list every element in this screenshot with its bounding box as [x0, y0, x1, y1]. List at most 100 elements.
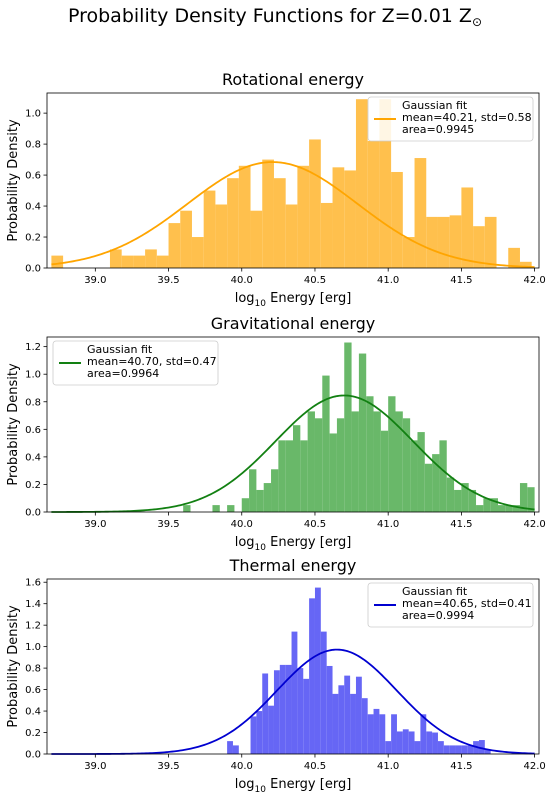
- histogram-bar: [505, 505, 513, 512]
- histogram-bar: [336, 418, 345, 512]
- y-tick-label: 0.6: [25, 685, 41, 696]
- histogram-bar: [156, 255, 169, 268]
- histogram-bar: [227, 178, 239, 268]
- panel-title: Gravitational energy: [211, 314, 376, 333]
- x-tick-label: 41.5: [450, 275, 472, 286]
- histogram-bar: [388, 396, 396, 512]
- histogram-bar: [484, 749, 491, 754]
- x-tick-label: 42.0: [523, 275, 545, 286]
- histogram-bar: [250, 210, 263, 268]
- y-tick-label: 0.2: [25, 728, 41, 739]
- gaussian-fit-line: [51, 161, 535, 268]
- histogram-bar: [355, 676, 362, 754]
- histogram-bar: [314, 418, 323, 512]
- legend-box: [367, 582, 534, 628]
- histogram-bar: [432, 732, 438, 754]
- histogram-bar: [358, 353, 367, 512]
- x-tick-label: 40.5: [304, 519, 326, 530]
- x-tick-label: 42.0: [523, 761, 545, 772]
- legend-box: [367, 96, 534, 142]
- y-axis-label: Probability Density: [6, 119, 21, 242]
- panel-title: Thermal energy: [229, 556, 357, 575]
- y-tick-label: 0.6: [25, 171, 41, 182]
- histogram-bar: [271, 469, 279, 512]
- x-tick-label: 41.5: [450, 761, 472, 772]
- histogram-bar: [414, 158, 427, 268]
- histogram-bar: [51, 255, 64, 268]
- histogram-bar: [449, 745, 456, 754]
- legend-text-line2: area=0.9994: [402, 609, 474, 622]
- y-tick-label: 0.6: [25, 425, 41, 436]
- y-tick-label: 0.8: [25, 140, 41, 151]
- legend-text-line2: area=0.9945: [402, 123, 474, 136]
- histogram-bar: [379, 714, 386, 754]
- histogram-bar: [168, 223, 181, 268]
- histogram-bar: [297, 668, 304, 754]
- legend-text-line1: mean=40.21, std=0.58: [402, 111, 532, 124]
- histogram-bar: [300, 440, 308, 512]
- x-axis-label: log10 Energy [erg]: [235, 291, 352, 309]
- histogram-bar: [273, 670, 280, 754]
- chart-panel-2: Gravitational energy 39.0 39.5 40.0 40.5 41.0…: [6, 314, 546, 553]
- histogram-bar: [385, 741, 392, 754]
- x-tick-label: 39.5: [157, 275, 179, 286]
- y-tick-label: 1.2: [25, 621, 41, 632]
- histogram-bar: [355, 99, 368, 268]
- y-tick-label: 1.2: [25, 342, 41, 353]
- histogram-bar: [109, 249, 122, 268]
- histogram-bar: [391, 714, 397, 754]
- histogram-bar: [461, 745, 468, 754]
- histogram-bar: [256, 711, 263, 754]
- histogram-bar: [373, 411, 381, 512]
- histogram-bar: [519, 261, 532, 268]
- x-tick-label: 39.0: [84, 519, 106, 530]
- y-tick-label: 0.0: [25, 508, 41, 519]
- histogram-bar: [212, 505, 220, 512]
- histogram-bar: [467, 745, 474, 754]
- x-tick-label: 41.0: [377, 519, 399, 530]
- histogram-bar: [285, 204, 298, 268]
- histogram-bar: [461, 483, 469, 512]
- histogram-bar: [410, 440, 418, 512]
- histogram-bar: [519, 483, 528, 512]
- x-tick-label: 39.0: [84, 275, 106, 286]
- y-tick-label: 0.2: [25, 480, 41, 491]
- histogram-bars: [227, 587, 491, 754]
- legend-text-title: Gaussian fit: [402, 99, 468, 112]
- histogram-bar: [314, 587, 321, 754]
- x-tick-label: 39.5: [157, 519, 179, 530]
- histogram-bar: [238, 165, 251, 268]
- y-tick-label: 0.4: [25, 452, 41, 463]
- histogram-bar: [414, 741, 421, 754]
- histogram-bar: [303, 678, 310, 754]
- histogram-bar: [468, 489, 477, 512]
- y-tick-label: 0.0: [25, 750, 41, 761]
- histogram-bar: [191, 237, 204, 268]
- histogram-bar: [273, 178, 286, 268]
- legend-text-line2: area=0.9964: [87, 367, 159, 380]
- histogram-bar: [320, 202, 333, 268]
- chart-panel-1: Rotational energy 39.0 39.5 40.0 40.5 41.0 41.…: [6, 70, 546, 309]
- histogram-bar: [476, 505, 484, 512]
- histogram-bar: [461, 187, 474, 268]
- histogram-bar: [408, 731, 415, 754]
- histogram-bar: [180, 210, 192, 268]
- histogram-bar: [263, 483, 272, 512]
- figure-suptitle: Probability Density Functions for Z=0.01…: [68, 5, 482, 29]
- y-tick-label: 0.4: [25, 202, 41, 213]
- axes-frame: [46, 92, 540, 269]
- histogram-bar: [420, 714, 427, 754]
- x-tick-label: 39.5: [157, 761, 179, 772]
- histogram-bar: [332, 693, 339, 754]
- x-axis-label: log10 Energy [erg]: [235, 777, 352, 795]
- histogram-bar: [351, 411, 359, 512]
- y-tick-label: 1.6: [25, 578, 41, 589]
- histogram-bar: [262, 673, 269, 754]
- histogram-bar: [473, 226, 485, 268]
- histogram-bar: [183, 505, 191, 512]
- histogram-bar: [361, 698, 368, 754]
- y-axis-label: Probability Density: [6, 605, 21, 728]
- legend-box: [52, 340, 219, 386]
